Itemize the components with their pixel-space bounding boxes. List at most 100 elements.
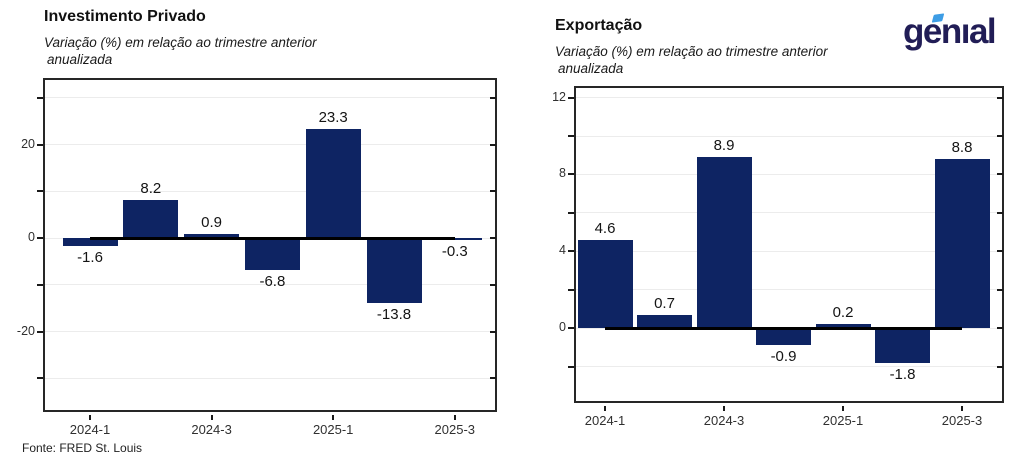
y-gridline bbox=[45, 331, 495, 333]
y-axis-tick bbox=[490, 377, 496, 380]
bar bbox=[427, 238, 483, 240]
bar bbox=[934, 159, 990, 329]
bar bbox=[62, 238, 118, 246]
bar-value-label: -0.3 bbox=[441, 242, 468, 260]
x-axis-tick bbox=[89, 415, 91, 420]
bar-value-label: -13.8 bbox=[376, 305, 412, 323]
x-axis-tick-label: 2024-3 bbox=[191, 422, 232, 437]
bar-value-label: -1.8 bbox=[889, 365, 916, 383]
plot-area-investimento-privado: 20 0 -20 -1.6 8.2 0.9 -6.8 23.3 -13.8 -0.3 2024-1 2… bbox=[17, 78, 497, 437]
y-axis-tick bbox=[568, 365, 574, 368]
x-axis-tick bbox=[332, 415, 335, 420]
subtitle-line-1: Variação (%) em relação ao trimestre ant… bbox=[555, 44, 828, 59]
y-axis-tick bbox=[997, 135, 1003, 138]
genial-logo: genıal bbox=[903, 8, 1015, 60]
y-axis-tick bbox=[568, 288, 574, 291]
x-axis-tick bbox=[604, 406, 606, 411]
y-axis-tick bbox=[568, 211, 574, 214]
x-axis-tick bbox=[723, 406, 725, 411]
bar bbox=[696, 157, 752, 329]
bar-value-label: 8.2 bbox=[140, 179, 162, 197]
y-axis-tick bbox=[490, 190, 496, 193]
y-axis-tick bbox=[997, 288, 1003, 291]
y-axis-tick bbox=[997, 211, 1003, 214]
plot-area-exportacao: 12 8 4 0 4.6 0.7 8.9 -0.9 0.2 -1.8 8.8 2024-1 2024-3… bbox=[552, 86, 1004, 428]
bar-value-label: 0.7 bbox=[654, 294, 675, 312]
y-axis-tick bbox=[997, 173, 1003, 176]
bar bbox=[756, 328, 811, 346]
y-gridline bbox=[576, 173, 1002, 175]
y-gridline bbox=[576, 366, 1002, 368]
y-axis-tick bbox=[568, 96, 574, 99]
chart-title-investimento-privado: Investimento Privado bbox=[44, 8, 206, 25]
y-gridline bbox=[576, 212, 1002, 214]
x-axis-tick-label: 2025-1 bbox=[312, 422, 354, 437]
y-axis-tick bbox=[568, 327, 574, 330]
bar bbox=[244, 238, 300, 270]
chart-subtitle-investimento-privado: Variação (%) em relação ao trimestre ant… bbox=[44, 34, 317, 68]
chart-title-exportacao: Exportação bbox=[555, 17, 643, 34]
y-gridline bbox=[45, 97, 495, 99]
y-gridline bbox=[576, 135, 1002, 137]
bar bbox=[184, 233, 240, 239]
y-gridline bbox=[45, 284, 495, 286]
x-axis-tick-label: 2025-1 bbox=[822, 413, 864, 428]
y-axis-tick-label: 0 bbox=[28, 230, 35, 245]
y-axis-tick bbox=[37, 237, 43, 240]
x-axis-tick bbox=[453, 415, 456, 420]
y-axis-tick-label: -20 bbox=[16, 323, 35, 338]
y-gridline bbox=[45, 190, 495, 192]
bar-value-label: -0.9 bbox=[770, 348, 797, 366]
y-axis-tick bbox=[490, 330, 496, 333]
y-axis-tick bbox=[997, 96, 1003, 99]
bar bbox=[875, 328, 930, 363]
bar-value-label: 23.3 bbox=[318, 109, 348, 127]
bar-value-label: 8.8 bbox=[951, 139, 973, 157]
bar-value-label: 4.6 bbox=[594, 219, 616, 237]
y-axis-tick bbox=[37, 283, 43, 286]
y-axis-tick bbox=[568, 135, 574, 138]
y-axis-tick-label: 0 bbox=[559, 320, 566, 335]
y-axis-tick bbox=[568, 250, 574, 253]
y-axis-tick bbox=[37, 143, 43, 146]
bar bbox=[123, 199, 179, 239]
bar bbox=[305, 129, 361, 239]
subtitle-line-2: anualizada bbox=[47, 52, 113, 67]
y-axis-tick bbox=[37, 330, 43, 333]
bar bbox=[366, 238, 422, 303]
x-axis-tick bbox=[842, 406, 844, 411]
bar-value-label: 8.9 bbox=[713, 137, 735, 155]
subtitle-line-1: Variação (%) em relação ao trimestre ant… bbox=[44, 35, 317, 50]
y-axis-tick bbox=[568, 173, 574, 176]
x-axis-tick bbox=[961, 406, 963, 411]
y-gridline bbox=[576, 97, 1002, 99]
y-gridline bbox=[45, 144, 495, 146]
y-axis-tick bbox=[997, 365, 1003, 368]
y-axis-tick bbox=[37, 190, 43, 193]
y-axis-tick bbox=[37, 377, 43, 380]
bar bbox=[637, 314, 692, 329]
y-axis-tick-label: 8 bbox=[559, 166, 566, 181]
bar bbox=[815, 324, 871, 329]
x-axis-tick-label: 2024-3 bbox=[703, 413, 745, 428]
y-axis-tick bbox=[490, 283, 496, 286]
subtitle-line-2: anualizada bbox=[558, 61, 624, 76]
bar bbox=[577, 239, 633, 329]
zero-line bbox=[605, 326, 962, 330]
chart-subtitle-exportacao: Variação (%) em relação ao trimestre ant… bbox=[555, 43, 828, 77]
y-axis-tick-label: 4 bbox=[559, 243, 566, 258]
bar-value-label: 0.9 bbox=[201, 213, 223, 231]
y-axis-tick bbox=[490, 96, 496, 99]
y-axis-tick bbox=[490, 237, 496, 240]
y-axis-tick bbox=[37, 96, 43, 99]
bar-value-label: -6.8 bbox=[259, 272, 286, 290]
y-axis-tick bbox=[490, 143, 496, 146]
x-axis-tick-label: 2025-3 bbox=[941, 413, 983, 428]
x-axis-tick-label: 2024-1 bbox=[69, 422, 111, 437]
y-gridline bbox=[576, 289, 1002, 291]
x-axis-tick bbox=[210, 415, 213, 420]
y-gridline bbox=[576, 250, 1002, 252]
y-axis-tick bbox=[997, 327, 1003, 330]
zero-line bbox=[90, 236, 455, 240]
